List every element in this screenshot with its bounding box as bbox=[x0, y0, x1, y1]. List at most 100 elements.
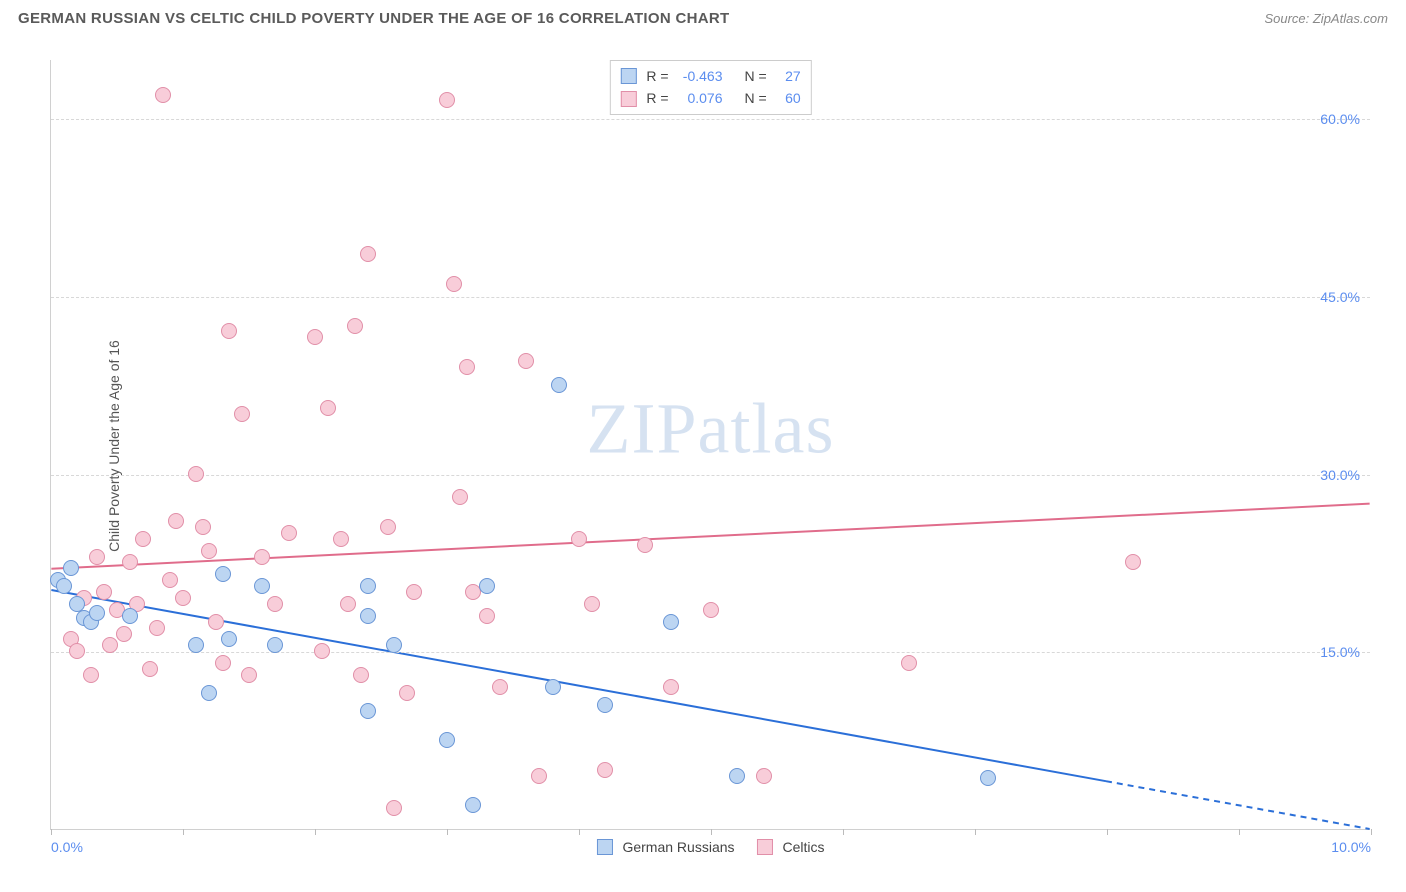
y-tick-label: 15.0% bbox=[1320, 644, 1360, 660]
data-point bbox=[63, 560, 79, 576]
data-point bbox=[314, 643, 330, 659]
data-point bbox=[168, 513, 184, 529]
data-point bbox=[347, 318, 363, 334]
data-point bbox=[729, 768, 745, 784]
data-point bbox=[188, 637, 204, 653]
y-tick-label: 60.0% bbox=[1320, 111, 1360, 127]
data-point bbox=[459, 359, 475, 375]
r-value: 0.076 bbox=[675, 87, 723, 109]
legend-label: German Russians bbox=[622, 839, 734, 855]
x-tick bbox=[843, 829, 844, 835]
data-point bbox=[254, 549, 270, 565]
data-point bbox=[980, 770, 996, 786]
x-tick bbox=[1371, 829, 1372, 835]
data-point bbox=[446, 276, 462, 292]
legend-label: Celtics bbox=[783, 839, 825, 855]
y-tick-label: 45.0% bbox=[1320, 289, 1360, 305]
source-label: Source: bbox=[1264, 11, 1312, 26]
data-point bbox=[241, 667, 257, 683]
data-point bbox=[360, 578, 376, 594]
data-point bbox=[399, 685, 415, 701]
x-tick bbox=[447, 829, 448, 835]
data-point bbox=[89, 605, 105, 621]
legend-swatch bbox=[620, 68, 636, 84]
data-point bbox=[360, 608, 376, 624]
legend-row: R =-0.463N =27 bbox=[620, 65, 800, 87]
x-tick-label: 10.0% bbox=[1331, 839, 1371, 855]
data-point bbox=[96, 584, 112, 600]
data-point bbox=[597, 762, 613, 778]
gridline bbox=[51, 652, 1370, 653]
data-point bbox=[135, 531, 151, 547]
data-point bbox=[201, 685, 217, 701]
data-point bbox=[333, 531, 349, 547]
data-point bbox=[83, 667, 99, 683]
source-name: ZipAtlas.com bbox=[1313, 11, 1388, 26]
x-tick-label: 0.0% bbox=[51, 839, 83, 855]
data-point bbox=[69, 643, 85, 659]
y-tick-label: 30.0% bbox=[1320, 467, 1360, 483]
x-tick bbox=[51, 829, 52, 835]
data-point bbox=[479, 608, 495, 624]
data-point bbox=[201, 543, 217, 559]
data-point bbox=[380, 519, 396, 535]
x-tick bbox=[315, 829, 316, 835]
data-point bbox=[267, 596, 283, 612]
correlation-legend: R =-0.463N =27R =0.076N =60 bbox=[609, 60, 811, 115]
n-label: N = bbox=[745, 65, 767, 87]
data-point bbox=[89, 549, 105, 565]
data-point bbox=[901, 655, 917, 671]
data-point bbox=[518, 353, 534, 369]
data-point bbox=[122, 554, 138, 570]
data-point bbox=[584, 596, 600, 612]
r-label: R = bbox=[646, 87, 668, 109]
data-point bbox=[439, 92, 455, 108]
legend-row: R =0.076N =60 bbox=[620, 87, 800, 109]
trend-line-dashed bbox=[1106, 781, 1370, 829]
legend-item: German Russians bbox=[596, 839, 734, 855]
data-point bbox=[155, 87, 171, 103]
data-point bbox=[479, 578, 495, 594]
gridline bbox=[51, 119, 1370, 120]
data-point bbox=[188, 466, 204, 482]
x-tick bbox=[975, 829, 976, 835]
data-point bbox=[195, 519, 211, 535]
watermark-logo: ZIPatlas bbox=[587, 388, 835, 471]
data-point bbox=[221, 323, 237, 339]
data-point bbox=[360, 246, 376, 262]
data-point bbox=[597, 697, 613, 713]
legend-swatch bbox=[596, 839, 612, 855]
legend-item: Celtics bbox=[757, 839, 825, 855]
data-point bbox=[439, 732, 455, 748]
series-legend: German Russians Celtics bbox=[596, 839, 824, 855]
data-point bbox=[452, 489, 468, 505]
data-point bbox=[492, 679, 508, 695]
data-point bbox=[149, 620, 165, 636]
watermark-atlas: atlas bbox=[698, 389, 835, 469]
data-point bbox=[281, 525, 297, 541]
data-point bbox=[406, 584, 422, 600]
data-point bbox=[545, 679, 561, 695]
data-point bbox=[215, 655, 231, 671]
data-point bbox=[307, 329, 323, 345]
data-point bbox=[254, 578, 270, 594]
x-tick bbox=[1239, 829, 1240, 835]
data-point bbox=[208, 614, 224, 630]
r-value: -0.463 bbox=[675, 65, 723, 87]
data-point bbox=[175, 590, 191, 606]
data-point bbox=[703, 602, 719, 618]
data-point bbox=[637, 537, 653, 553]
legend-swatch bbox=[757, 839, 773, 855]
n-label: N = bbox=[745, 87, 767, 109]
r-label: R = bbox=[646, 65, 668, 87]
data-point bbox=[386, 637, 402, 653]
data-point bbox=[320, 400, 336, 416]
data-point bbox=[116, 626, 132, 642]
data-point bbox=[162, 572, 178, 588]
data-point bbox=[234, 406, 250, 422]
data-point bbox=[663, 614, 679, 630]
chart-title: GERMAN RUSSIAN VS CELTIC CHILD POVERTY U… bbox=[18, 10, 729, 27]
watermark-zip: ZIP bbox=[587, 389, 698, 469]
data-point bbox=[1125, 554, 1141, 570]
data-point bbox=[267, 637, 283, 653]
